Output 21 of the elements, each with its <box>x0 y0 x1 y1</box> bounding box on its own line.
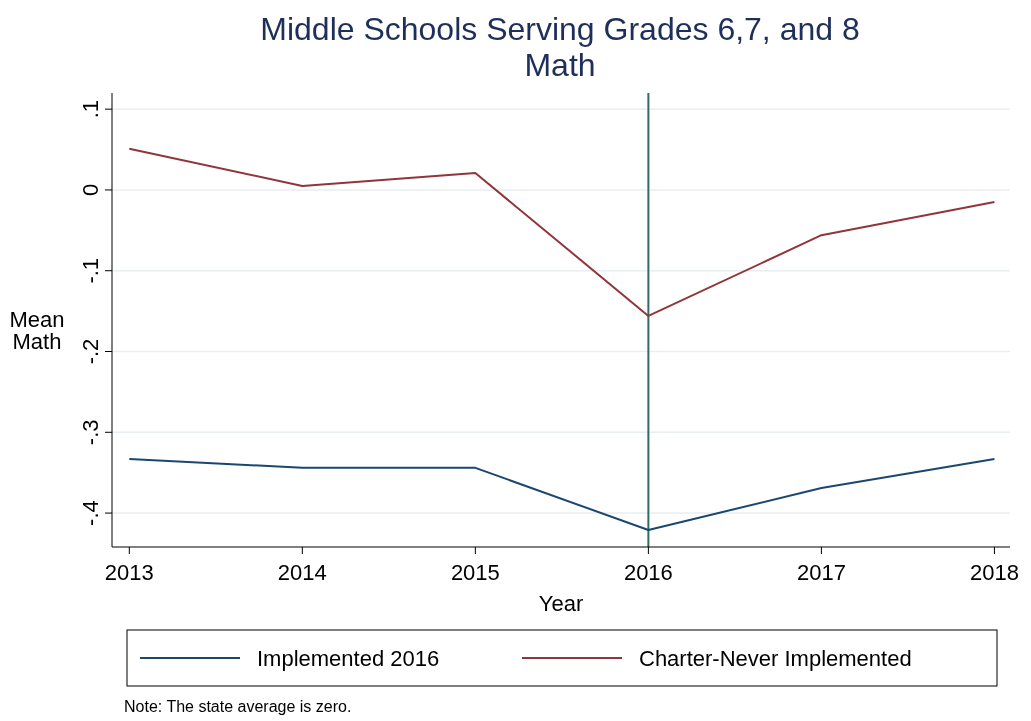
y-tick-label: -.4 <box>78 500 103 526</box>
legend-label: Charter-Never Implemented <box>639 646 912 671</box>
x-tick-label: 2013 <box>104 560 154 585</box>
y-tick-label: .1 <box>78 99 103 119</box>
x-tick-label: 2017 <box>796 560 846 585</box>
line-series <box>128 147 996 317</box>
y-tick-label: 0 <box>78 183 103 197</box>
x-tick-label: 2014 <box>277 560 327 585</box>
legend-label: Implemented 2016 <box>257 646 440 671</box>
line-series <box>128 457 996 532</box>
chart-title: Middle Schools Serving Grades 6,7, and 8 <box>260 11 860 47</box>
x-tick-label: 2016 <box>623 560 673 585</box>
x-tick-label: 2015 <box>450 560 500 585</box>
chart-subtitle: Math <box>524 47 596 83</box>
text: Note: The state average is zero. <box>124 698 352 715</box>
y-tick-label: -.2 <box>78 338 103 365</box>
x-axis-title: Year <box>538 591 584 616</box>
y-tick-label: -.1 <box>78 257 103 284</box>
y-tick-label: -.3 <box>78 419 103 446</box>
y-axis-title: Mean Math <box>9 307 65 354</box>
x-tick-label: 2018 <box>969 560 1019 585</box>
